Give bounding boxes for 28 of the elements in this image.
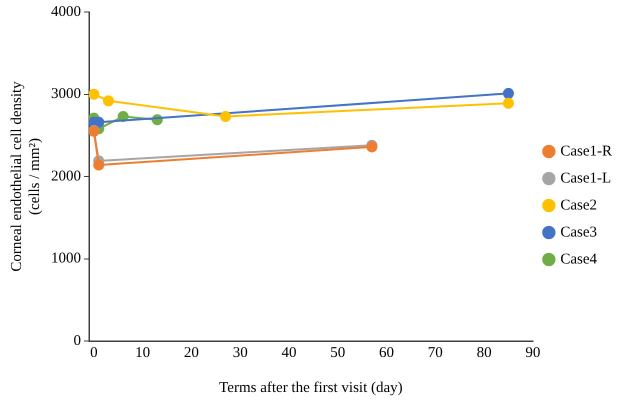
x-tick-label: 0 xyxy=(90,344,98,361)
y-tick-label: 2000 xyxy=(51,168,81,184)
legend-label: Case3 xyxy=(560,224,598,240)
x-tick-label: 30 xyxy=(232,344,248,361)
point xyxy=(220,110,232,122)
y-tick-label: 0 xyxy=(74,332,81,349)
x-tick-label: 50 xyxy=(330,344,346,361)
y-tick-label: 4000 xyxy=(51,4,81,20)
x-tick-label: 60 xyxy=(379,344,394,361)
point xyxy=(502,98,514,109)
x-axis-title: Terms after the first visit (day) xyxy=(219,380,403,396)
legend-label: Case1-R xyxy=(560,143,612,160)
x-tick-label: 80 xyxy=(476,344,492,361)
point xyxy=(89,88,100,100)
y-axis-title: Corneal endothelial cell density (cells / mm²) xyxy=(8,80,43,272)
point xyxy=(502,88,514,99)
legend-label: Case1-L xyxy=(560,170,612,186)
legend-label: Case2 xyxy=(560,197,598,214)
x-tick-label: 70 xyxy=(428,344,443,361)
point xyxy=(103,95,114,106)
x-tick-label: 20 xyxy=(184,344,199,361)
point xyxy=(93,159,104,170)
x-tick-label: 10 xyxy=(135,344,150,361)
x-tick-label: 90 xyxy=(525,344,540,361)
x-tick-label: 40 xyxy=(281,344,296,361)
legend-label: Case4 xyxy=(560,251,598,268)
y-tick-label: 3000 xyxy=(51,86,81,102)
y-tick-label: 1000 xyxy=(51,250,81,267)
